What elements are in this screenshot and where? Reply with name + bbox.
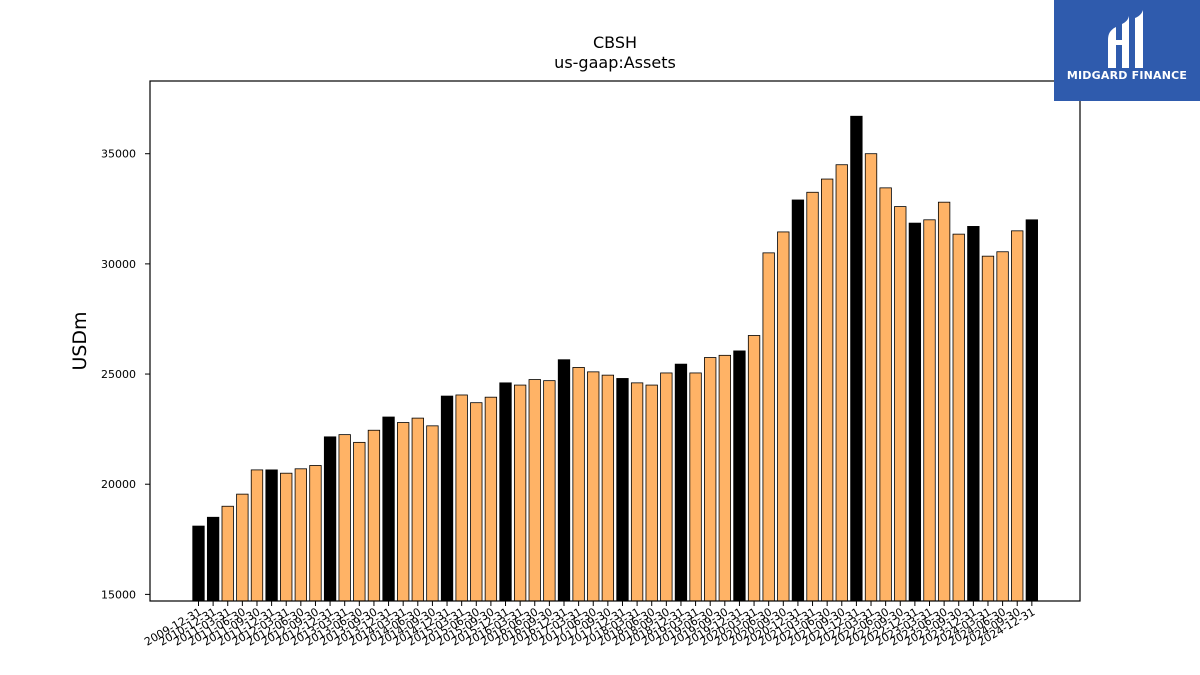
chart-subtitle: us-gaap:Assets bbox=[554, 53, 676, 72]
bar-2013-09-30 bbox=[367, 429, 381, 602]
bar-2012-03-31 bbox=[280, 472, 293, 602]
bar-2020-03-31 bbox=[747, 335, 761, 602]
bar-2018-12-31 bbox=[674, 363, 688, 602]
bar-2010-12-31 bbox=[206, 516, 220, 602]
bar-2024-06-30 bbox=[996, 251, 1009, 602]
bar-2023-12-31 bbox=[967, 226, 980, 602]
bar-2013-03-31 bbox=[338, 434, 351, 602]
bar-2021-03-31 bbox=[806, 191, 819, 602]
y-tick-label: 35000 bbox=[101, 148, 136, 161]
bar-2017-06-30 bbox=[587, 371, 600, 602]
y-tick-label: 30000 bbox=[101, 258, 136, 271]
bar-2011-09-30 bbox=[250, 469, 264, 602]
bar-2012-09-30 bbox=[309, 465, 322, 602]
bar-2015-12-31 bbox=[499, 382, 512, 602]
bar-2019-09-30 bbox=[718, 354, 731, 602]
bar-2009-12-31 bbox=[192, 525, 205, 602]
brand-logo: MIDGARD FINANCE bbox=[1054, 0, 1200, 101]
bar-2014-03-31 bbox=[397, 422, 410, 602]
bar-2013-12-31 bbox=[382, 416, 395, 602]
bar-2023-03-31 bbox=[923, 219, 936, 602]
chart-title: CBSH bbox=[593, 33, 637, 52]
bar-2015-06-30 bbox=[470, 402, 483, 602]
bar-2017-03-31 bbox=[572, 367, 585, 602]
bar-2022-12-31 bbox=[908, 222, 922, 602]
bar-2011-12-31 bbox=[265, 469, 278, 602]
bar-2017-12-31 bbox=[616, 378, 629, 602]
bar-2020-09-30 bbox=[777, 231, 790, 602]
bar-2014-06-30 bbox=[411, 417, 424, 602]
bar-2013-06-30 bbox=[353, 441, 366, 602]
bar-2016-06-30 bbox=[528, 379, 541, 602]
bar-2015-03-31 bbox=[455, 394, 468, 602]
bar-2022-03-31 bbox=[864, 153, 878, 602]
bar-2021-09-30 bbox=[835, 164, 848, 602]
bar-2012-12-31 bbox=[323, 436, 337, 602]
bar-2018-09-30 bbox=[660, 372, 673, 602]
bar-2023-06-30 bbox=[937, 201, 951, 602]
bar-2023-09-30 bbox=[952, 233, 965, 602]
bar-2019-06-30 bbox=[704, 357, 717, 602]
plot-area: 15000200002500030000350002009-12-312010-… bbox=[101, 80, 1081, 649]
bar-2022-06-30 bbox=[879, 187, 892, 602]
bar-2016-03-31 bbox=[513, 384, 527, 602]
bar-2021-06-30 bbox=[821, 178, 834, 602]
bar-2019-12-31 bbox=[733, 350, 746, 602]
bar-2017-09-30 bbox=[601, 374, 615, 602]
bar-2020-06-30 bbox=[762, 252, 775, 602]
bar-2015-09-30 bbox=[484, 396, 498, 602]
y-tick-label: 20000 bbox=[101, 478, 136, 491]
bar-2020-12-31 bbox=[791, 199, 805, 602]
bar-2019-03-31 bbox=[689, 372, 702, 602]
bar-2012-06-30 bbox=[294, 468, 307, 602]
bar-2024-09-30 bbox=[1011, 230, 1024, 602]
y-tick-label: 25000 bbox=[101, 368, 136, 381]
bar-2014-12-31 bbox=[440, 395, 454, 602]
bar-2011-03-31 bbox=[221, 505, 234, 602]
bar-2022-09-30 bbox=[894, 206, 907, 602]
bar-2016-09-30 bbox=[543, 380, 556, 602]
bar-2021-12-31 bbox=[850, 115, 863, 602]
bar-2014-09-30 bbox=[426, 425, 439, 602]
bar-2018-03-31 bbox=[630, 382, 644, 602]
brand-name: MIDGARD FINANCE bbox=[1066, 69, 1188, 82]
brand-logo-icon bbox=[1108, 10, 1143, 68]
bar-2011-06-30 bbox=[236, 493, 249, 602]
y-axis-label: USDm bbox=[69, 311, 91, 370]
bar-2024-12-31 bbox=[1025, 219, 1038, 602]
y-tick-label: 15000 bbox=[101, 588, 136, 601]
bar-2016-12-31 bbox=[557, 359, 571, 602]
bar-2024-03-31 bbox=[981, 255, 995, 602]
plot-frame bbox=[149, 80, 1081, 602]
bar-2018-06-30 bbox=[645, 384, 658, 602]
